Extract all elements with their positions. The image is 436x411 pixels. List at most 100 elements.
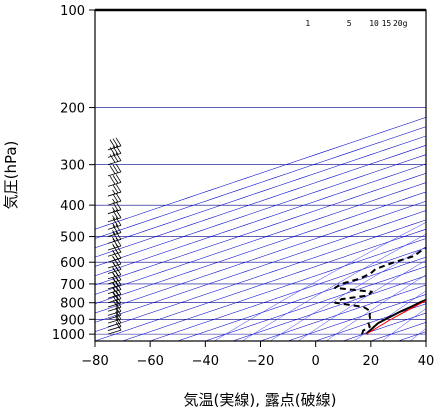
wind-barb-flag — [112, 267, 116, 272]
isotherm-line — [122, 238, 426, 341]
wind-barb-staff — [107, 232, 122, 237]
wind-barb-staff — [107, 274, 122, 280]
x-axis-ticks: −80 −60 −40 −20 0 20 40 — [81, 341, 434, 369]
isotherm-line — [95, 228, 426, 341]
isotherm-line — [398, 331, 426, 341]
x-tick-label: −60 — [136, 354, 163, 369]
isotherm-line — [95, 154, 426, 267]
wind-barb-staff — [107, 217, 122, 223]
isotherm-line — [150, 247, 426, 341]
wind-barb — [107, 321, 122, 335]
y-axis-title: 気圧(hPa) — [2, 141, 20, 210]
wind-barb-staff — [107, 209, 122, 215]
x-tick-label: −20 — [247, 354, 274, 369]
wind-barb-flag — [112, 238, 119, 248]
wind-barb-staff — [107, 171, 122, 177]
wind-barb-flag — [112, 291, 116, 297]
isotherm-line — [95, 145, 426, 258]
wind-barb — [107, 152, 122, 166]
wind-barb-staff — [107, 191, 122, 197]
wind-barb — [107, 192, 122, 206]
wind-barb-staff — [107, 293, 122, 299]
wind-barb-flag — [109, 154, 116, 163]
sounding-series — [333, 246, 426, 335]
isotherm-line — [95, 210, 426, 323]
mixing-ratio-label: 5 — [347, 19, 352, 28]
wind-barb-flag — [115, 237, 122, 247]
wind-barb-staff — [107, 200, 122, 206]
wind-barb — [107, 224, 122, 237]
wind-barb-staff — [107, 153, 122, 158]
wind-barb-flag — [115, 224, 122, 233]
y-tick-label: 300 — [60, 159, 85, 174]
wind-barb-flag — [112, 153, 119, 162]
wind-barb-flag — [112, 198, 116, 204]
wind-barb-staff — [107, 326, 122, 331]
wind-barb-flag — [112, 164, 119, 174]
wind-barb — [107, 201, 122, 215]
isotherm-line — [95, 126, 426, 239]
x-tick-label: −80 — [81, 354, 108, 369]
wind-barb-flag — [109, 165, 116, 174]
wind-barb-flag — [115, 294, 122, 304]
isotherm-line — [95, 219, 426, 332]
wind-barb-flag — [112, 230, 116, 235]
wind-barb — [107, 137, 122, 151]
y-tick-label: 1000 — [52, 328, 85, 343]
wind-barb-flag — [112, 249, 116, 255]
wind-barb-flag — [109, 139, 116, 148]
y-tick-label: 400 — [60, 199, 85, 214]
x-tick-label: 40 — [418, 354, 435, 369]
isotherm-line — [425, 340, 426, 341]
isotherm-line — [287, 294, 426, 341]
wind-barb-flag — [112, 299, 119, 309]
wind-barb — [107, 183, 122, 197]
wind-barb-flag — [112, 138, 119, 147]
isotherm-line — [95, 135, 426, 249]
isotherm-line — [177, 256, 426, 341]
wind-barb — [107, 318, 122, 331]
wind-barb-flag — [112, 207, 116, 212]
wind-barb-flag — [112, 193, 119, 203]
y-tick-label: 600 — [60, 256, 85, 271]
mixing-ratio-label: 15 — [382, 19, 392, 28]
wind-barb-flag — [112, 222, 116, 228]
wind-barb-flag — [115, 201, 122, 210]
wind-barb-flag — [112, 202, 119, 211]
x-tick-label: 20 — [363, 354, 380, 369]
y-tick-label: 900 — [60, 313, 85, 328]
dewpoint-line — [333, 246, 426, 335]
wind-barb-staff — [107, 224, 122, 230]
wind-barb-flag — [115, 183, 122, 193]
wind-barb-flag — [115, 192, 122, 202]
wind-barb-flag — [112, 295, 119, 305]
wind-barb-flag — [115, 137, 122, 147]
wind-barb — [107, 237, 122, 251]
wind-barb-staff — [107, 318, 122, 324]
wind-barb-staff — [107, 181, 122, 187]
wind-barb-flag — [115, 174, 122, 183]
wind-barb — [107, 174, 122, 187]
isotherm-line — [343, 312, 426, 341]
x-tick-label: −40 — [192, 354, 219, 369]
wind-barb-flag — [112, 282, 116, 287]
mixing-ratio-labels: 1 5 10 15 20g — [305, 19, 407, 28]
wind-barb — [107, 231, 122, 244]
isotherm-line — [95, 163, 426, 277]
dry-adiabat-line — [409, 328, 426, 341]
wind-barb-staff — [107, 279, 122, 285]
y-tick-label: 800 — [60, 297, 85, 312]
wind-barb-staff — [107, 314, 122, 320]
temperature-line — [365, 298, 426, 335]
parcel-line — [366, 300, 426, 335]
y-tick-label: 100 — [60, 4, 85, 19]
wind-barb-staff — [107, 269, 122, 274]
y-tick-label: 200 — [60, 102, 85, 117]
y-tick-label: 500 — [60, 231, 85, 246]
wind-barb-flag — [112, 272, 116, 277]
wind-barb-staff — [107, 310, 122, 316]
wind-barb-flag — [115, 231, 122, 240]
wind-barb-flag — [115, 299, 122, 308]
wind-barb-staff — [107, 245, 122, 251]
